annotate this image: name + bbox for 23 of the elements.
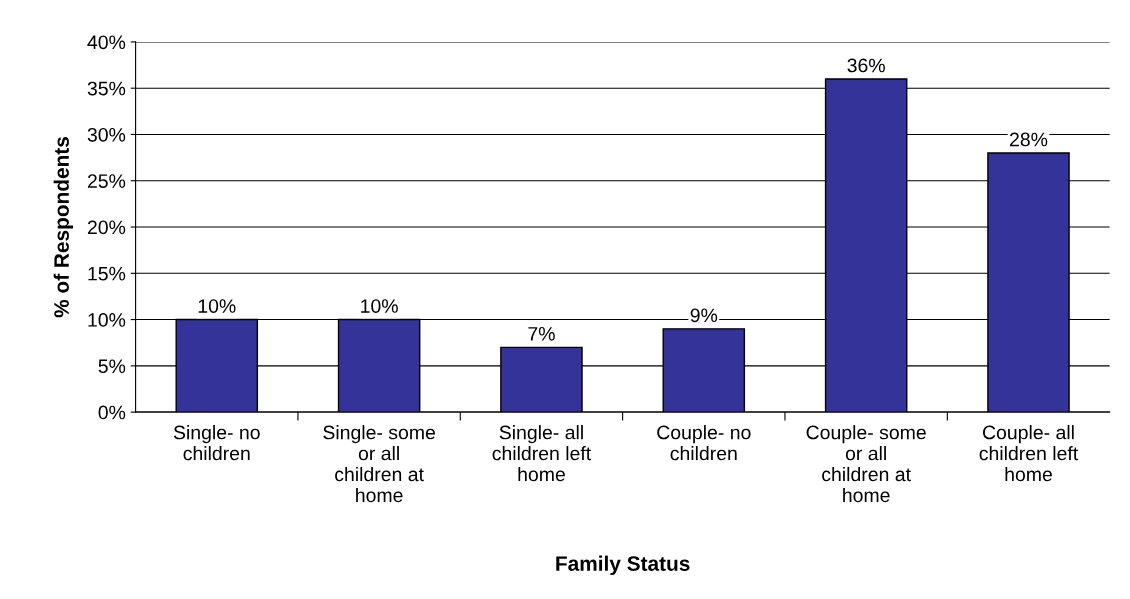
x-axis-title: Family Status [556,555,690,576]
data-label: 36% [847,58,885,73]
y-tick-label: 15% [88,266,126,281]
x-tick-label: Couple- no children [657,425,751,461]
x-tick-label: Couple- all children left home [979,425,1079,482]
data-label: 7% [528,327,555,341]
y-tick-label: 5% [98,359,126,374]
y-tick-label: 20% [87,220,126,235]
x-tick-label: Couple- some or all children at home [806,425,926,503]
x-tick-label: Single- all children left home [492,425,592,482]
data-label: 28% [1010,132,1048,147]
y-tick-label: 30% [87,127,126,142]
data-label: 9% [690,308,718,323]
data-label: 10% [361,299,398,313]
x-tick-label: Single- no children [173,425,260,461]
data-label: 10% [198,299,236,313]
x-tick-label: Single- some or all children at home [323,425,435,503]
y-axis-title: % of Respondents [53,137,74,318]
y-tick-label: 10% [88,313,126,327]
y-tick-label: 25% [87,174,126,188]
y-tick-label: 35% [87,81,126,96]
y-tick-label: 40% [87,35,126,50]
y-tick-label: 0% [98,405,126,420]
